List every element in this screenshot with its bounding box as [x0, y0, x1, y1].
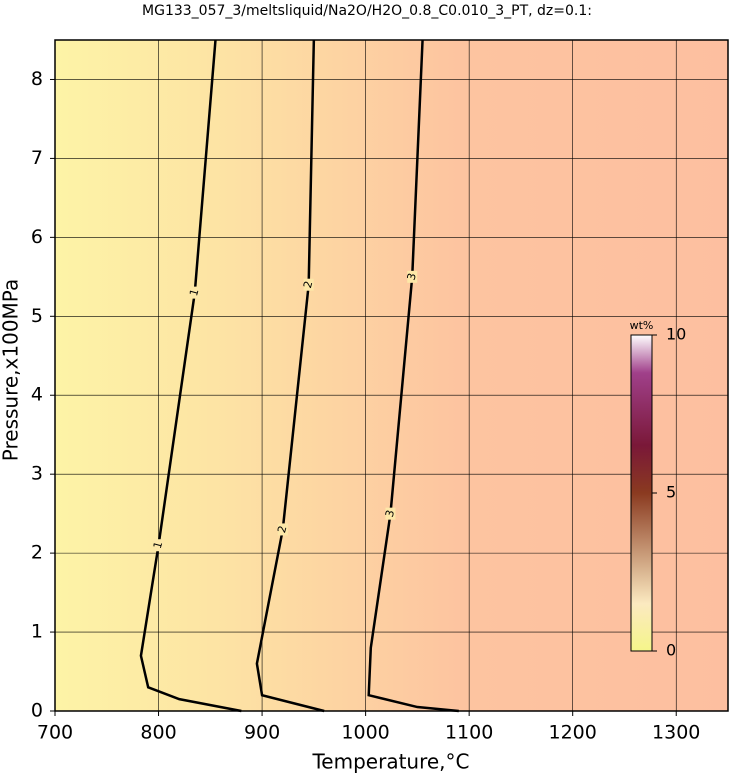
y-tick-label: 4 [31, 384, 43, 406]
contour-label: 2 [275, 524, 289, 534]
plot-area [55, 40, 728, 711]
y-axis-label: Pressure,x100MPa [0, 279, 23, 461]
y-tick-label: 5 [31, 305, 43, 327]
contour-label: 2 [301, 280, 315, 290]
contour-label-bg [189, 286, 200, 299]
frame [54, 39, 729, 712]
contour-label-bg [303, 278, 314, 291]
contour-label: 1 [151, 540, 165, 550]
y-tick-label: 6 [31, 226, 43, 248]
x-tick-label: 1300 [652, 722, 700, 744]
x-tick-label: 900 [244, 722, 280, 744]
x-tick-label: 1100 [445, 722, 493, 744]
x-tick-label: 800 [140, 722, 176, 744]
colorbar-tick-label: 0 [666, 641, 676, 660]
y-tick-label: 0 [31, 700, 43, 722]
x-tick-label: 1000 [341, 722, 389, 744]
x-tick-label: 1200 [549, 722, 597, 744]
contour-label: 3 [383, 508, 397, 518]
colorbar [630, 334, 653, 652]
contour-label: 3 [405, 272, 419, 282]
y-tick-label: 3 [31, 463, 43, 485]
y-tick-label: 2 [31, 542, 43, 564]
x-axis-label: Temperature,°C [311, 750, 469, 774]
colorbar-label: wt% [630, 319, 654, 332]
chart-title: MG133_057_3/meltsliquid/Na2O/H2O_0.8_C0.… [142, 3, 592, 19]
contour-label-bg [153, 539, 164, 552]
y-tick-label: 8 [31, 68, 43, 90]
contour-label-bg [385, 507, 396, 520]
contour-label-bg [277, 523, 288, 536]
y-tick-label: 7 [31, 147, 43, 169]
x-tick-label: 700 [37, 722, 73, 744]
y-tick-label: 1 [31, 621, 43, 643]
colorbar-tick-label: 5 [666, 483, 676, 502]
contour-label: 1 [187, 287, 201, 297]
colorbar-tick-label: 10 [666, 325, 686, 344]
contour-label-bg [407, 270, 418, 283]
